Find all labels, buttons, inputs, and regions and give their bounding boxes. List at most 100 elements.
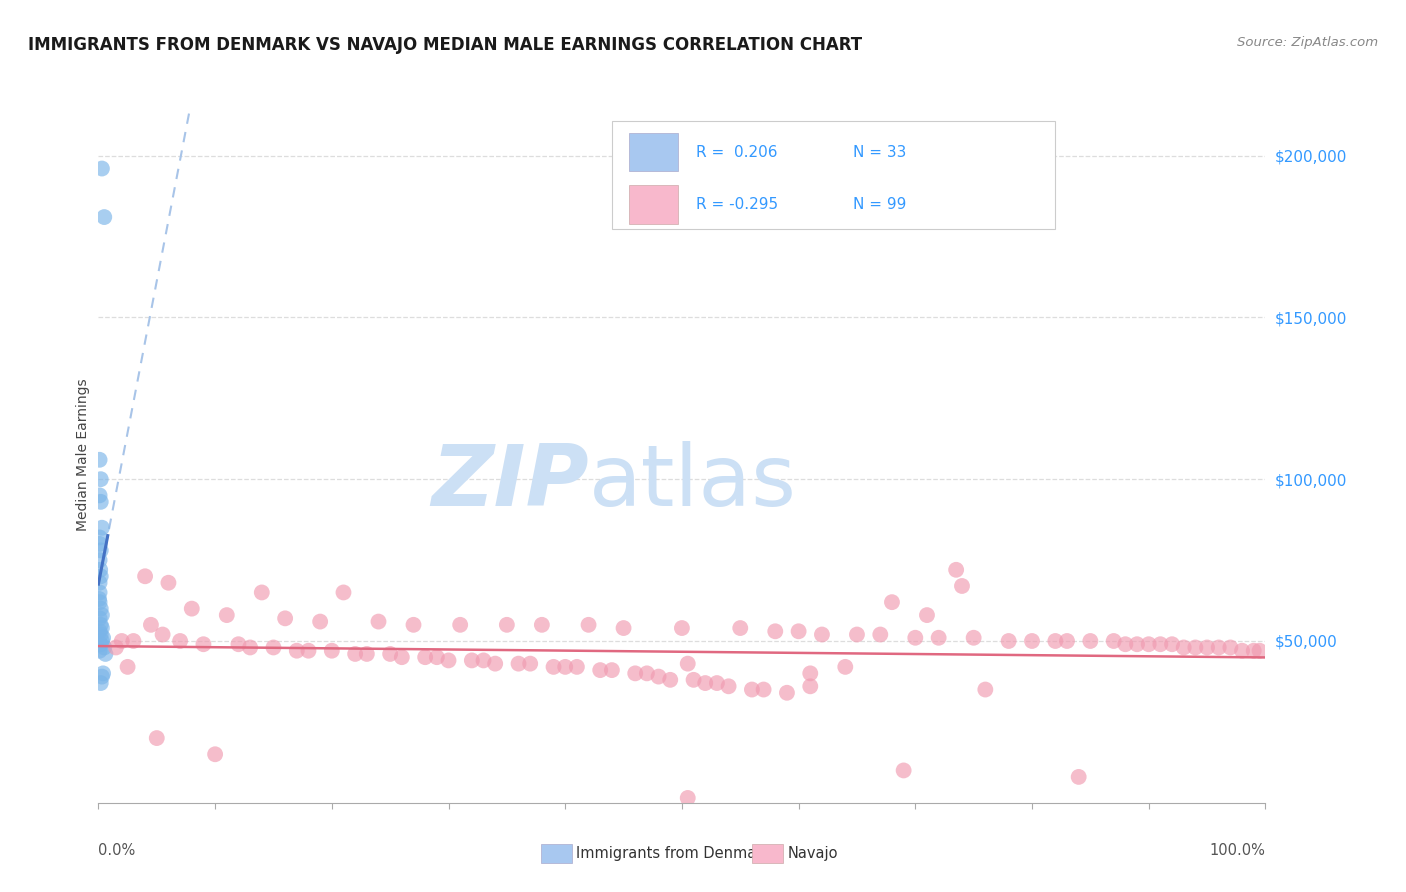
Point [472,653,495,667]
Point [239,640,262,655]
Point [89,575,111,590]
Point [402,617,425,632]
Point [799,679,821,693]
Point [717,679,740,693]
Text: R =  0.206: R = 0.206 [696,145,778,160]
Point [682,673,704,687]
Point [1249,643,1271,657]
Point [90,601,112,615]
Point [90,621,112,635]
Text: 100.0%: 100.0% [1209,843,1265,858]
Point [846,627,869,641]
Text: Immigrants from Denmark: Immigrants from Denmark [576,847,772,861]
Point [811,627,834,641]
Point [1173,640,1195,655]
Point [94,647,117,661]
Point [91,631,114,645]
Text: Navajo: Navajo [787,847,838,861]
Point [180,601,202,615]
Point [90,543,112,558]
Point [904,631,927,645]
Point [752,682,775,697]
Point [309,615,332,629]
Point [1126,637,1149,651]
Point [636,666,658,681]
Point [508,657,530,671]
Point [1067,770,1090,784]
Point [589,663,612,677]
Point [1102,634,1125,648]
Point [565,660,588,674]
Point [676,791,699,805]
Point [332,585,354,599]
Point [950,579,973,593]
Point [1021,634,1043,648]
FancyBboxPatch shape [612,121,1056,229]
Point [974,682,997,697]
Point [543,660,565,674]
Point [228,637,250,651]
Point [367,615,389,629]
Point [250,585,273,599]
Point [1219,640,1241,655]
Point [706,676,728,690]
Point [89,585,111,599]
Point [1080,634,1102,648]
Point [799,666,821,681]
Point [530,617,553,632]
Point [89,643,111,657]
Point [915,608,938,623]
Point [659,673,682,687]
Point [89,624,111,639]
Point [880,595,903,609]
Point [204,747,226,762]
Text: ZIP: ZIP [430,442,589,524]
Point [90,472,112,486]
Point [741,682,763,697]
Point [90,670,112,684]
Point [449,617,471,632]
Point [1230,643,1253,657]
Point [90,634,112,648]
Point [89,531,111,545]
Point [647,670,669,684]
Point [344,647,367,661]
Point [90,161,112,176]
Point [600,663,623,677]
Point [193,637,215,651]
Point [89,595,111,609]
Point [380,647,402,661]
Point [1114,637,1136,651]
Point [93,640,115,655]
Point [90,521,112,535]
Point [1184,640,1206,655]
Point [356,647,378,661]
Point [262,640,284,655]
Point [730,621,752,635]
Point [893,764,915,778]
Point [1208,640,1230,655]
Point [215,608,238,623]
Point [1056,634,1078,648]
Point [1195,640,1218,655]
Point [787,624,810,639]
Point [1045,634,1067,648]
Point [87,591,110,606]
Point [285,643,308,657]
Point [578,617,600,632]
Point [93,210,115,224]
Y-axis label: Median Male Earnings: Median Male Earnings [76,378,90,532]
Point [89,452,111,467]
Text: IMMIGRANTS FROM DENMARK VS NAVAJO MEDIAN MALE EARNINGS CORRELATION CHART: IMMIGRANTS FROM DENMARK VS NAVAJO MEDIAN… [28,36,862,54]
Point [90,608,112,623]
FancyBboxPatch shape [630,133,679,171]
Point [928,631,950,645]
Point [152,627,174,641]
Point [169,634,191,648]
Point [834,660,856,674]
Point [89,611,111,625]
Point [519,657,541,671]
Text: 0.0%: 0.0% [98,843,135,858]
Point [1161,637,1184,651]
Point [1243,643,1265,657]
